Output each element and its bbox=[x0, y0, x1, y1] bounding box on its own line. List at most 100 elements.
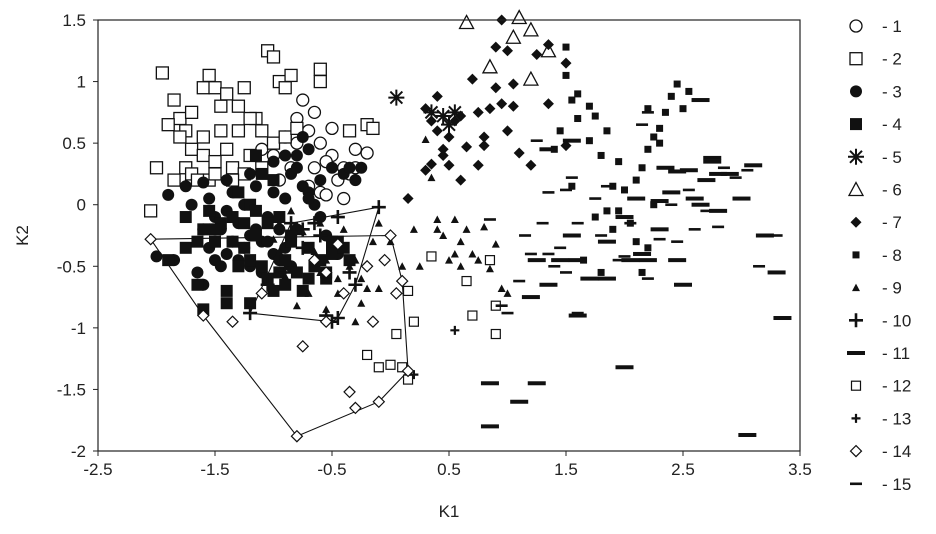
data-point-dash-bold bbox=[679, 168, 698, 173]
data-point-dash-bold bbox=[638, 258, 657, 263]
x-tick-label: 2.5 bbox=[671, 460, 695, 479]
legend-item: - 10 bbox=[849, 311, 911, 330]
data-point-dash-bold bbox=[697, 178, 716, 183]
data-point-square-small-filled bbox=[656, 139, 664, 147]
data-point-asterisk bbox=[446, 104, 463, 121]
data-point-square-filled bbox=[850, 118, 862, 131]
data-point-circle-filled bbox=[302, 143, 315, 156]
data-point-diamond-open bbox=[349, 401, 362, 415]
data-point-square-small-filled bbox=[574, 90, 582, 98]
data-point-dash-thin bbox=[600, 184, 613, 188]
data-point-dash-thin bbox=[850, 482, 862, 486]
data-point-square-filled bbox=[249, 204, 262, 217]
data-point-diamond-filled bbox=[472, 106, 484, 118]
data-point-plus-bold bbox=[295, 222, 310, 237]
data-point-diamond-filled bbox=[455, 174, 467, 186]
data-point-square-small-open bbox=[484, 255, 496, 266]
data-point-diamond-filled bbox=[443, 159, 455, 171]
data-point-dash-bold bbox=[568, 313, 587, 318]
data-point-dash-bold bbox=[773, 316, 792, 321]
data-point-dash-bold bbox=[562, 233, 581, 238]
data-point-diamond-open bbox=[290, 429, 304, 443]
data-point-diamond-open bbox=[296, 339, 310, 353]
legend-item: - 12 bbox=[850, 377, 911, 396]
data-point-square-open bbox=[366, 121, 380, 136]
data-point-dash-bold bbox=[674, 282, 692, 287]
legend-item: - 11 bbox=[847, 344, 910, 363]
data-point-square-open bbox=[184, 142, 199, 156]
data-point-dash-thin bbox=[571, 221, 584, 225]
data-point-dash-thin bbox=[671, 240, 684, 243]
data-point-square-small-open bbox=[408, 316, 419, 327]
data-point-square-filled bbox=[285, 229, 298, 242]
data-point-square-small-filled bbox=[661, 108, 669, 116]
data-point-square-small-filled bbox=[597, 268, 605, 276]
data-point-square-small-open bbox=[373, 362, 384, 373]
data-point-diamond-open bbox=[144, 232, 157, 246]
data-point-circle-filled bbox=[197, 176, 210, 189]
data-point-dash-bold bbox=[568, 258, 587, 263]
data-point-triangle-filled bbox=[433, 225, 442, 233]
data-point-square-small-filled bbox=[568, 182, 576, 190]
data-point-square-open bbox=[161, 118, 175, 132]
legend-item: - 6 bbox=[847, 181, 902, 200]
data-point-dash-bold bbox=[650, 199, 669, 204]
legend-label: - 7 bbox=[882, 213, 902, 232]
data-point-square-small-open bbox=[426, 251, 437, 262]
series-group bbox=[550, 43, 693, 276]
y-tick-label: -1 bbox=[71, 319, 86, 338]
data-point-square-small-filled bbox=[650, 201, 658, 209]
data-point-plus-bold bbox=[330, 210, 345, 225]
data-point-plus-small bbox=[409, 370, 419, 380]
data-point-dash-thin bbox=[501, 311, 514, 315]
data-point-square-small-filled bbox=[673, 80, 681, 88]
data-point-square-open bbox=[243, 111, 257, 126]
data-points bbox=[143, 9, 792, 443]
legend-label: - 14 bbox=[882, 442, 911, 461]
series-group bbox=[402, 14, 572, 205]
data-point-square-filled bbox=[267, 284, 280, 297]
data-point-diamond-filled bbox=[525, 159, 537, 171]
data-point-circle-filled bbox=[220, 247, 233, 260]
data-point-plus-bold bbox=[330, 311, 345, 326]
data-point-triangle-open bbox=[847, 181, 865, 197]
data-point-diamond-filled bbox=[455, 110, 467, 122]
data-point-square-small-filled bbox=[562, 71, 570, 79]
data-point-square-small-filled bbox=[632, 238, 640, 246]
data-point-square-open bbox=[849, 52, 863, 66]
data-point-triangle-filled bbox=[357, 299, 366, 307]
data-point-circle-filled bbox=[185, 198, 198, 211]
data-point-dash-thin bbox=[560, 188, 572, 192]
data-point-circle-filled bbox=[326, 161, 338, 174]
data-point-square-open bbox=[214, 99, 228, 113]
data-point-square-filled bbox=[179, 241, 192, 254]
data-point-circle-filled bbox=[261, 235, 274, 248]
legend-item: - 5 bbox=[848, 148, 902, 167]
data-point-triangle-filled bbox=[292, 301, 301, 310]
data-point-circle-open bbox=[337, 191, 351, 206]
data-point-square-open bbox=[284, 68, 298, 83]
data-point-diamond-filled bbox=[484, 103, 496, 115]
data-point-square-filled bbox=[197, 223, 210, 236]
data-point-square-small-filled bbox=[644, 105, 652, 113]
data-point-triangle-open bbox=[511, 9, 528, 25]
data-point-dash-thin bbox=[495, 304, 508, 307]
data-point-square-open bbox=[255, 124, 269, 138]
x-axis-label: K1 bbox=[439, 502, 460, 521]
data-point-diamond-filled bbox=[560, 140, 572, 152]
data-point-dash-bold bbox=[767, 270, 786, 275]
data-point-square-small-filled bbox=[650, 133, 658, 141]
data-point-square-small-filled bbox=[585, 137, 593, 145]
data-point-square-filled bbox=[232, 186, 245, 199]
data-point-dash-thin bbox=[589, 197, 602, 200]
data-point-diamond-open bbox=[337, 287, 351, 300]
series-group bbox=[144, 229, 415, 443]
data-point-dash-bold bbox=[703, 155, 722, 160]
data-point-square-small-filled bbox=[615, 158, 623, 166]
data-point-square-filled bbox=[179, 211, 192, 224]
series-group bbox=[409, 325, 460, 380]
data-point-dash-bold bbox=[633, 251, 652, 256]
data-point-dash-bold bbox=[527, 258, 546, 263]
data-point-dash-bold bbox=[847, 351, 865, 355]
data-point-plus-bold bbox=[307, 216, 322, 231]
